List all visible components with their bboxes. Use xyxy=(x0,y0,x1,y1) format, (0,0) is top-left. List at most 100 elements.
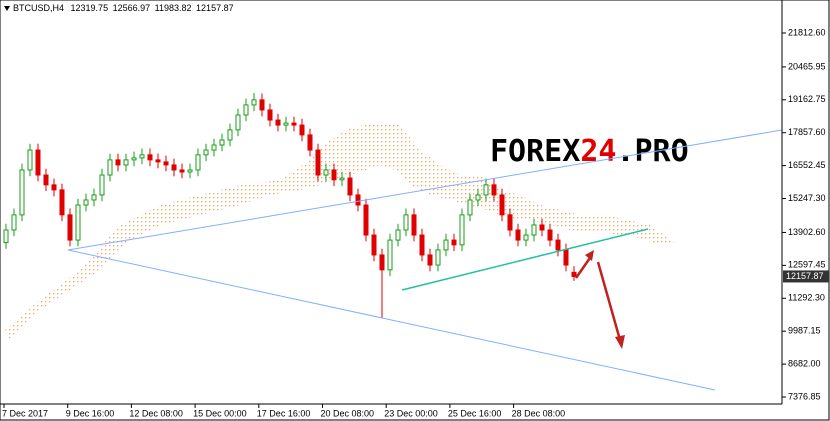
x-tick-label: 7 Dec 2017 xyxy=(2,408,48,418)
candle-body xyxy=(147,154,153,161)
candle-body xyxy=(227,129,233,141)
candle-body xyxy=(363,204,369,236)
y-tick-label: 20465.95 xyxy=(788,61,826,71)
candle-body xyxy=(299,124,305,136)
candle-body xyxy=(99,174,105,196)
trend-line xyxy=(67,249,716,391)
y-tick-label: 8682.00 xyxy=(788,358,821,368)
high-value: 12566.97 xyxy=(113,3,151,13)
candle-body xyxy=(475,194,481,201)
x-tick-label: 15 Dec 00:00 xyxy=(193,408,247,418)
price-label: 12157.87 xyxy=(786,271,824,281)
watermark-part: FOREX xyxy=(490,134,580,169)
low-value: 11983.82 xyxy=(155,3,192,13)
candle-body xyxy=(371,234,377,256)
candle-body xyxy=(291,122,297,126)
symbol-menu-icon[interactable] xyxy=(4,6,10,11)
candle-body xyxy=(155,159,161,163)
arrow-head xyxy=(585,250,594,261)
forecast-arrow xyxy=(574,254,594,279)
watermark-part: .PRO xyxy=(616,134,688,169)
trend-line xyxy=(67,129,783,251)
x-tick-label: 12 Dec 08:00 xyxy=(129,408,183,418)
candle-body xyxy=(387,239,393,271)
candle-body xyxy=(331,169,337,181)
candle-body xyxy=(459,214,465,246)
y-tick-label: 15247.30 xyxy=(788,193,826,203)
price-label-box xyxy=(783,270,829,283)
candle-body xyxy=(91,194,97,201)
candle-body xyxy=(251,99,257,106)
chart-header: BTCUSD,H4 12319.75 12566.97 11983.82 121… xyxy=(13,3,234,13)
forecast-arrow xyxy=(596,261,622,341)
plot-area xyxy=(3,93,577,319)
y-tick-label: 12597.45 xyxy=(788,260,826,270)
candle-body xyxy=(403,214,409,231)
x-tick-label: 25 Dec 16:00 xyxy=(448,408,502,418)
candle-body xyxy=(531,224,537,236)
candle-body xyxy=(547,229,553,241)
candle-body xyxy=(283,122,289,126)
candle-body xyxy=(379,254,385,271)
candle-body xyxy=(219,139,225,146)
candle-body xyxy=(499,194,505,216)
x-tick-label: 17 Dec 16:00 xyxy=(257,408,311,418)
candle-body xyxy=(443,239,449,251)
x-tick-label: 28 Dec 08:00 xyxy=(512,408,566,418)
arrow-head xyxy=(615,335,625,349)
candle-body xyxy=(59,189,65,216)
candle-body xyxy=(75,204,81,241)
candle-body xyxy=(27,149,33,171)
candle-body xyxy=(11,214,17,231)
y-tick-label: 17857.60 xyxy=(788,127,826,137)
candle-body xyxy=(515,229,521,241)
candle-body xyxy=(67,214,73,241)
candle-body xyxy=(243,104,249,116)
candle-body xyxy=(491,184,497,196)
y-tick-label: 16552.45 xyxy=(788,160,826,170)
candle-body xyxy=(523,234,529,241)
y-tick-label: 19162.75 xyxy=(788,94,826,104)
support-line xyxy=(401,228,649,291)
candle-body xyxy=(419,234,425,256)
candle-body xyxy=(187,169,193,173)
y-tick-label: 7376.85 xyxy=(788,391,821,401)
candle-body xyxy=(411,214,417,236)
candle-body xyxy=(507,214,513,231)
candle-body xyxy=(267,109,273,121)
candle-body xyxy=(427,254,433,266)
candle-body xyxy=(115,159,121,166)
candle-body xyxy=(483,184,489,196)
candle-body xyxy=(347,177,353,196)
candle-body xyxy=(107,159,113,176)
candle-body xyxy=(83,199,89,206)
candle-body xyxy=(123,159,129,166)
y-tick-label: 9987.15 xyxy=(788,326,821,336)
candle-body xyxy=(179,169,185,173)
close-value: 12157.87 xyxy=(196,3,234,13)
candle-body xyxy=(131,157,137,161)
y-tick-label: 21812.60 xyxy=(788,27,826,37)
y-tick-label: 13902.60 xyxy=(788,227,826,237)
candle-body xyxy=(395,229,401,241)
candle-body xyxy=(315,149,321,176)
candle-body xyxy=(171,164,177,171)
candle-body xyxy=(451,239,457,246)
candle-body xyxy=(3,229,9,244)
candle-body xyxy=(539,224,545,231)
candle-body xyxy=(235,114,241,131)
candle-body xyxy=(19,169,25,216)
candle-body xyxy=(563,249,569,266)
x-tick-label: 20 Dec 08:00 xyxy=(321,408,375,418)
candle-body xyxy=(323,169,329,176)
candle-body xyxy=(211,144,217,151)
x-tick-label: 9 Dec 16:00 xyxy=(66,408,115,418)
candle-body xyxy=(35,149,41,176)
candle-body xyxy=(43,174,49,186)
candle-body xyxy=(195,154,201,171)
y-tick-label: 11292.30 xyxy=(788,293,825,303)
candle-body xyxy=(51,184,57,191)
